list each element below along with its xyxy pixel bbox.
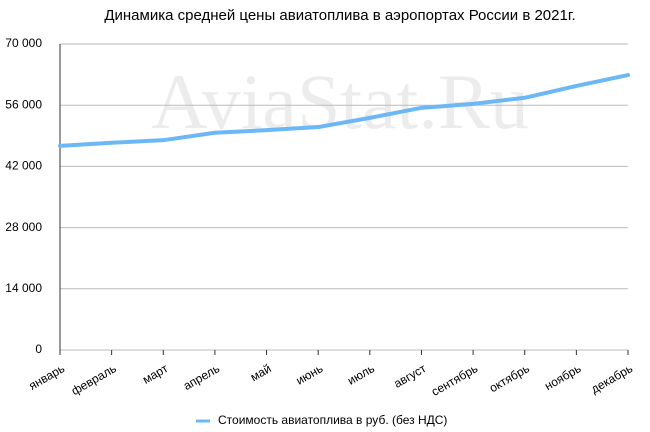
y-tick-label: 70 000 bbox=[5, 36, 42, 50]
x-tick-label: февраль bbox=[69, 361, 119, 398]
x-tick-label: июль bbox=[345, 361, 377, 387]
x-tick-label: октябрь bbox=[487, 361, 532, 395]
x-tick-label: сентябрь bbox=[429, 361, 480, 399]
y-tick-label: 42 000 bbox=[5, 159, 42, 173]
y-tick-label: 14 000 bbox=[5, 281, 42, 295]
x-tick-label: август bbox=[391, 361, 429, 391]
x-tick-label: апрель bbox=[181, 361, 222, 393]
x-tick-label: январь bbox=[26, 361, 67, 393]
x-tick-label: июнь bbox=[294, 361, 326, 387]
chart-title: Динамика средней цены авиатоплива в аэро… bbox=[104, 7, 575, 24]
x-tick-label: март bbox=[140, 361, 171, 387]
y-tick-label: 0 bbox=[35, 342, 42, 356]
watermark: AviaStat.Ru bbox=[151, 58, 529, 145]
line bbox=[58, 73, 630, 148]
x-tick-label: ноябрь bbox=[542, 361, 583, 393]
x-tick-label: май bbox=[248, 361, 274, 384]
x-tick-label: декабрь bbox=[589, 361, 636, 396]
y-tick-label: 28 000 bbox=[5, 220, 42, 234]
y-tick-label: 56 000 bbox=[5, 97, 42, 111]
legend-label: Стоимость авиатоплива в руб. (без НДС) bbox=[218, 413, 447, 427]
